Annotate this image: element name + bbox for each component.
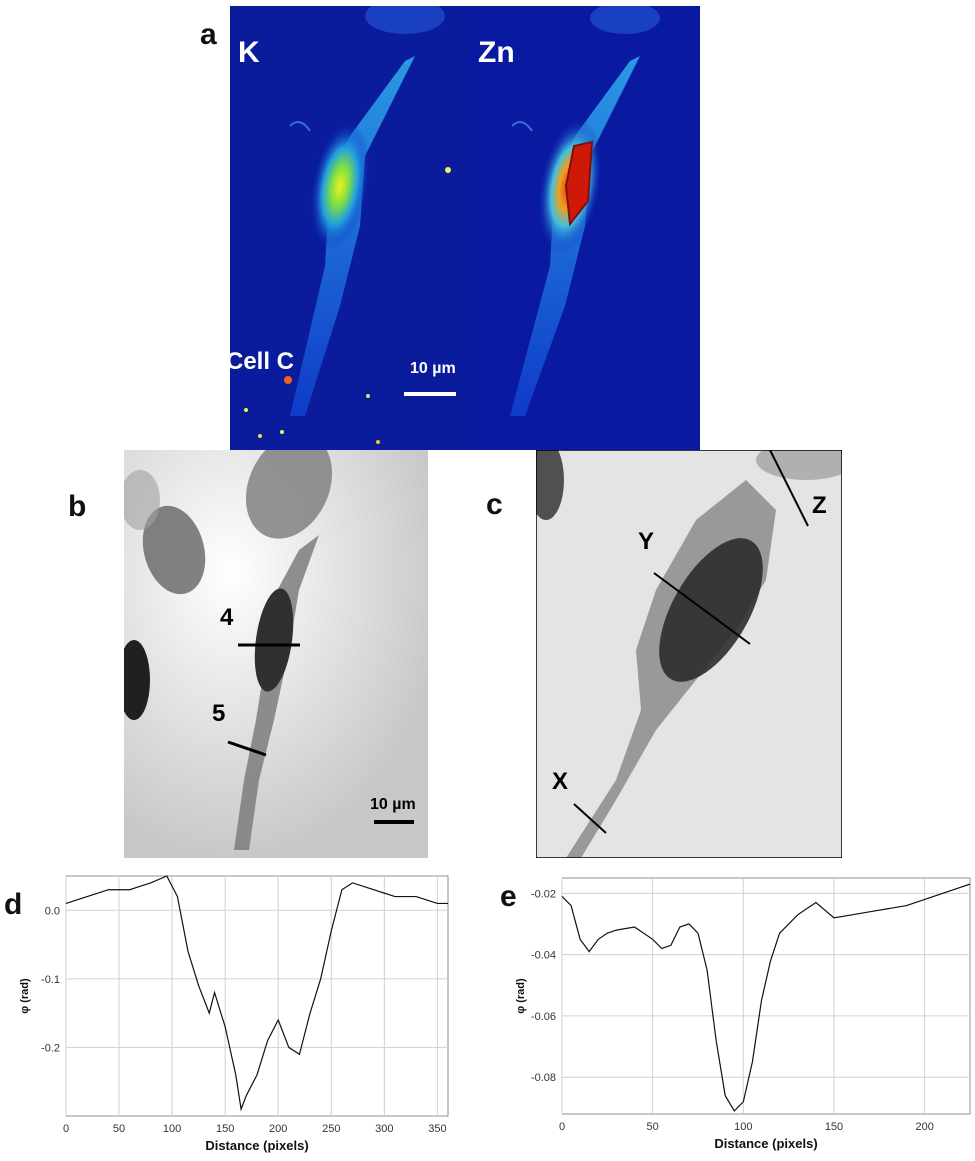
chart-e-series-line bbox=[561, 883, 971, 1112]
panel-b-micrograph bbox=[118, 433, 428, 858]
panel-b-line-4-label: 4 bbox=[220, 604, 234, 631]
panel-b-scale-bar bbox=[374, 820, 414, 824]
line-5-marker bbox=[227, 740, 267, 757]
chart-e-y-tick-label: -0.06 bbox=[531, 1011, 556, 1023]
chart-d-x-tick-label: 300 bbox=[375, 1123, 393, 1135]
chart-e-y-axis-label: φ (rad) bbox=[515, 978, 527, 1014]
k-zn-heatmap-image bbox=[230, 0, 700, 450]
panel-a-label-k: K bbox=[238, 36, 260, 69]
chart-d-series-line bbox=[65, 875, 448, 1112]
panel-b-phase-image bbox=[118, 433, 428, 858]
panel-c-letter: c bbox=[486, 488, 503, 521]
chart-d-x-tick-label: 100 bbox=[163, 1123, 181, 1135]
chart-d-x-tick-label: 250 bbox=[322, 1123, 340, 1135]
line-z-marker bbox=[769, 449, 809, 527]
panel-c-line-z-label: Z bbox=[812, 492, 827, 519]
panel-e-letter: e bbox=[500, 880, 517, 913]
chart-d-y-tick-label: -0.1 bbox=[41, 974, 60, 986]
chart-e-x-tick-label: 100 bbox=[734, 1121, 752, 1133]
chart-d-x-tick-label: 200 bbox=[269, 1123, 287, 1135]
panel-a-label-zn: Zn bbox=[478, 36, 515, 69]
panel-c-micrograph bbox=[528, 440, 856, 859]
chart-d-plot-area bbox=[65, 875, 449, 1117]
panel-a-micrograph bbox=[230, 0, 700, 450]
panel-b-letter: b bbox=[68, 490, 87, 523]
line-x-marker bbox=[573, 803, 607, 834]
chart-d-x-tick-label: 50 bbox=[113, 1123, 125, 1135]
chart-d-x-tick-label: 150 bbox=[216, 1123, 234, 1135]
line-y-marker bbox=[653, 572, 751, 645]
chart-e-plot-area bbox=[561, 877, 971, 1115]
panel-d-chart: 0 50 100 150 200 250 300 350 0.0 -0.1 -0.2 Distance… bbox=[19, 870, 460, 1156]
chart-e-x-axis-label: Distance (pixels) bbox=[714, 1136, 817, 1151]
chart-e-y-tick-label: -0.08 bbox=[531, 1072, 556, 1084]
chart-d-y-tick-label: 0.0 bbox=[45, 905, 60, 917]
chart-e-y-tick-label: -0.02 bbox=[531, 888, 556, 900]
panel-e-chart: 0 50 100 150 200 -0.02 -0.04 -0.06 -0.08 Distance… bbox=[500, 870, 975, 1156]
panel-c-line-y-label: Y bbox=[638, 528, 655, 555]
panel-a-cell-label: Cell C bbox=[226, 348, 295, 375]
panel-c-phase-image bbox=[528, 440, 856, 859]
panel-d-letter: d bbox=[4, 888, 23, 921]
chart-e-x-tick-label: 0 bbox=[559, 1121, 565, 1133]
panel-b-line-5-label: 5 bbox=[212, 700, 226, 727]
chart-d-x-tick-label: 0 bbox=[63, 1123, 69, 1135]
panel-a-scale-label: 10 µm bbox=[410, 360, 456, 377]
phase-profile-chart-d: 0 50 100 150 200 250 300 350 0.0 -0.1 -0.2 Distance… bbox=[19, 875, 449, 1153]
chart-d-y-axis-label: φ (rad) bbox=[20, 978, 31, 1014]
chart-d-x-tick-label: 350 bbox=[428, 1123, 446, 1135]
panel-a-letter: a bbox=[200, 18, 217, 51]
panel-c-line-x-label: X bbox=[552, 768, 569, 795]
chart-e-x-tick-label: 150 bbox=[825, 1121, 843, 1133]
chart-e-x-tick-label: 50 bbox=[647, 1121, 659, 1133]
chart-d-x-axis-label: Distance (pixels) bbox=[205, 1138, 308, 1153]
panel-b-scale-label: 10 µm bbox=[370, 796, 416, 813]
panel-a-scale-bar bbox=[404, 392, 456, 396]
chart-d-y-tick-label: -0.2 bbox=[41, 1042, 60, 1054]
chart-e-x-tick-label: 200 bbox=[915, 1121, 933, 1133]
chart-e-y-tick-label: -0.04 bbox=[531, 950, 556, 962]
phase-profile-chart-e: 0 50 100 150 200 -0.02 -0.04 -0.06 -0.08 Distance… bbox=[515, 877, 971, 1151]
